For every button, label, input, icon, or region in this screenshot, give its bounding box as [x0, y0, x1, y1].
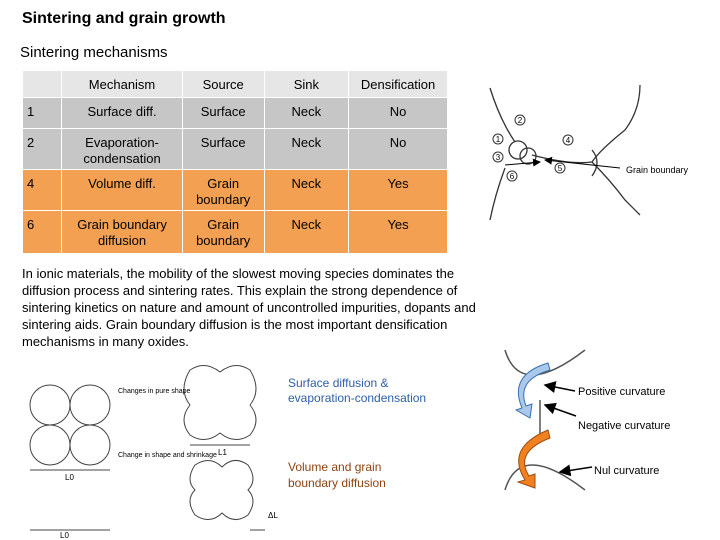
- table-row: 2 Evaporation-condensation Surface Neck No: [21, 128, 448, 170]
- marker-circle: [506, 170, 518, 182]
- subtitle: Sintering mechanisms: [20, 44, 168, 61]
- table-header: [21, 70, 63, 98]
- table-cell: 1: [21, 97, 63, 129]
- table-cell: Grain boundary diffusion: [61, 210, 183, 254]
- marker-circle: [492, 133, 504, 145]
- table-header: Sink: [263, 70, 350, 98]
- marker-circle: [492, 151, 504, 163]
- table-cell: 4: [21, 169, 63, 211]
- nul-label: Nul curvature: [594, 465, 659, 477]
- marker-label: 3: [496, 153, 501, 162]
- table-cell: Yes: [348, 169, 448, 211]
- marker-label: 4: [566, 136, 571, 145]
- grain-boundary-label: Grain boundary: [626, 165, 689, 175]
- table-cell: Surface: [181, 97, 265, 129]
- grain-figure: [489, 84, 641, 221]
- blue-arrow: [514, 362, 551, 419]
- left-label: Changes in pure shape: [118, 388, 190, 395]
- table-cell: Grain boundary: [181, 169, 265, 211]
- table-cell: Neck: [263, 169, 350, 211]
- marker-label: 1: [496, 135, 501, 144]
- title: Sintering and grain growth: [22, 10, 226, 27]
- table-row: 6 Grain boundary diffusion Grain boundary N…: [21, 210, 448, 254]
- marker-circle: [554, 162, 566, 174]
- table-cell: No: [348, 128, 448, 170]
- sphere-figure: [29, 365, 265, 531]
- table-cell: Yes: [348, 210, 448, 254]
- table-cell: Grain boundary: [181, 210, 265, 254]
- left-label: ΔL: [268, 511, 278, 520]
- table-cell: Surface: [181, 128, 265, 170]
- marker-label: 5: [558, 164, 563, 173]
- left-label: L1: [218, 448, 227, 457]
- negative-label: Negative curvature: [578, 420, 670, 432]
- table-cell: Neck: [263, 97, 350, 129]
- table-cell: 6: [21, 210, 63, 254]
- volume-label: Volume and grain boundary diffusion: [288, 460, 386, 490]
- table-cell: Surface diff.: [61, 97, 183, 129]
- left-label: Change in shape and shrinkage: [118, 452, 217, 459]
- mechanism-table: Mechanism Source Sink Densification 1 Surface…: [21, 70, 448, 254]
- left-label: L0: [60, 531, 69, 540]
- marker-label: 6: [510, 172, 515, 181]
- marker-circle: [514, 114, 526, 126]
- table-row: 1 Surface diff. Surface Neck No: [21, 97, 448, 129]
- table-cell: Neck: [263, 210, 350, 254]
- orange-arrow: [516, 429, 551, 489]
- surface-label: Surface diffusion & evaporation-condensat…: [288, 376, 426, 405]
- marker-label: 2: [518, 116, 523, 125]
- left-label: L0: [65, 473, 74, 482]
- paragraph: In ionic materials, the mobility of the …: [22, 266, 476, 349]
- marker-circle: [562, 134, 574, 146]
- table-row: Mechanism Source Sink Densification: [21, 70, 448, 98]
- positive-label: Positive curvature: [578, 386, 665, 398]
- table-cell: Neck: [263, 128, 350, 170]
- table-row: 4 Volume diff. Grain boundary Neck Yes: [21, 169, 448, 211]
